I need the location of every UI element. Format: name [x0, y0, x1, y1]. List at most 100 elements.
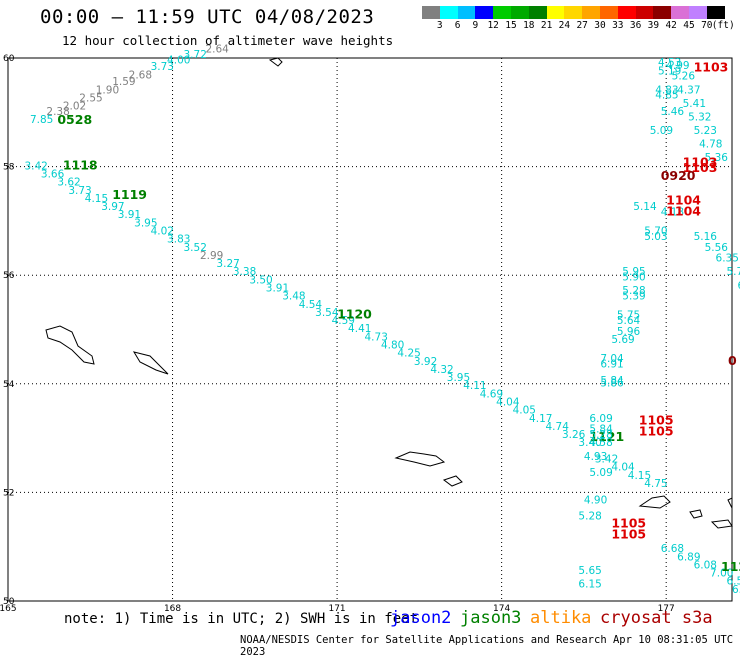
- swh-value: 3.52: [184, 242, 207, 254]
- scale-label: 27: [576, 20, 588, 31]
- scale-swatch: [546, 6, 565, 19]
- track-time-label: 1105: [611, 516, 646, 531]
- swh-value: 7.04: [600, 353, 624, 365]
- track-time-label: 1103: [694, 60, 729, 75]
- swh-value: 3.54: [315, 307, 339, 319]
- swh-value: 4.15: [628, 470, 651, 482]
- swh-value: 4.69: [480, 388, 503, 400]
- swh-value: 5.70: [727, 266, 740, 278]
- lon-tick-label: 177: [658, 604, 675, 614]
- swh-value: 6.33: [732, 584, 740, 596]
- scale-swatch: [706, 6, 725, 19]
- lon-tick-label: 171: [328, 604, 345, 614]
- swh-value: 5.03: [644, 231, 667, 243]
- swh-value: 4.11: [463, 380, 486, 392]
- scale-swatch: [671, 6, 689, 19]
- legend-jason3: jason3: [460, 608, 522, 628]
- swh-value: 5.39: [622, 291, 645, 303]
- page-title: 00:00 – 11:59 UTC 04/08/2023: [40, 6, 375, 28]
- map-frame: [7, 57, 733, 602]
- swh-value: 3.92: [414, 356, 437, 368]
- coastline: [45, 325, 95, 365]
- swh-value: 4.18: [661, 206, 684, 218]
- track-time-label: 1104: [666, 203, 701, 218]
- swh-value: 3.42: [24, 160, 47, 172]
- swh-value: 4.78: [699, 139, 722, 151]
- swh-value: 2.64: [205, 44, 229, 56]
- swh-value: 3.72: [184, 49, 207, 61]
- swh-value: 5.64: [617, 315, 641, 327]
- coastline: [394, 451, 446, 467]
- swh-value: 6.09: [589, 413, 612, 425]
- swh-value: 4.02: [151, 225, 174, 237]
- swh-value: 5.86: [600, 378, 624, 390]
- swh-value: 5.41: [683, 98, 706, 110]
- swh-value: 6.55: [727, 576, 740, 588]
- swh-value: 5.84: [589, 424, 613, 436]
- track-time-label: 0920: [661, 168, 696, 183]
- swh-value: 4.04: [496, 397, 520, 409]
- swh-value: 7.00: [710, 568, 733, 580]
- swh-value: 6.89: [677, 551, 700, 563]
- swh-value: 3.50: [249, 274, 272, 286]
- scale-label: 45: [683, 20, 695, 31]
- swh-value: 3.38: [233, 266, 256, 278]
- swh-value: 5.28: [622, 285, 645, 297]
- scale-label: 36: [629, 20, 642, 31]
- swh-value: 4.37: [677, 84, 700, 96]
- swh-value: 5.32: [688, 111, 711, 123]
- lat-tick-label: 56: [3, 271, 15, 281]
- swh-value: 5.19: [658, 65, 681, 77]
- lon-tick-label: 165: [0, 604, 17, 614]
- swh-value: 3.97: [101, 201, 124, 213]
- scale-swatch: [475, 6, 494, 19]
- swh-value: 3.73: [151, 61, 174, 73]
- coastline: [689, 509, 703, 519]
- swh-value: 5.23: [694, 125, 717, 137]
- track-time-label: 0: [728, 353, 737, 368]
- track-time-label: 1120: [337, 307, 372, 322]
- swh-value: 3.42: [595, 454, 618, 466]
- coastline: [132, 351, 169, 375]
- scale-swatch: [689, 6, 707, 19]
- swh-value: 5.69: [611, 334, 634, 346]
- swh-value: 4.99: [666, 60, 689, 72]
- swh-value: 1.59: [112, 76, 135, 88]
- scale-swatch: [511, 6, 529, 19]
- footer-note: note: 1) Time is in UTC; 2) SWH is in fe…: [64, 611, 419, 627]
- swh-value: 4.85: [655, 90, 678, 102]
- swh-value: 4.41: [348, 323, 371, 335]
- swh-value: 4.05: [513, 405, 536, 417]
- swh-value: 5.95: [622, 266, 645, 278]
- lat-tick-label: 52: [3, 488, 14, 498]
- swh-value: 5.26: [672, 71, 696, 83]
- swh-value: 4.93: [584, 451, 607, 463]
- swh-value: 4.59: [332, 315, 355, 327]
- swh-value: 5.84: [600, 375, 624, 387]
- track-time-label: 1121: [589, 429, 624, 444]
- swh-value: 3.95: [134, 217, 157, 229]
- swh-value: 3.73: [68, 185, 91, 197]
- lat-tick-label: 60: [3, 54, 15, 64]
- lat-tick-label: 54: [3, 380, 15, 390]
- coastline: [710, 519, 733, 529]
- swh-value: 4.83: [655, 84, 678, 96]
- swh-value: 5.70: [644, 225, 667, 237]
- track-time-label: 1122: [721, 559, 740, 574]
- track-time-label: 1103: [683, 155, 718, 170]
- scale-label: 15: [505, 20, 517, 31]
- swh-value: 3.95: [447, 372, 470, 384]
- swh-value: 6.08: [694, 559, 717, 571]
- scale-swatch: [528, 6, 547, 19]
- swh-value: 2.68: [129, 70, 152, 82]
- coastline: [638, 495, 671, 509]
- track-time-label: 0528: [57, 112, 92, 127]
- coastline: [727, 497, 733, 509]
- swh-value: 3.48: [282, 291, 305, 303]
- swh-value: 6.35: [716, 253, 739, 265]
- scale-swatch: [617, 6, 636, 19]
- swh-value: 3.40: [578, 437, 601, 449]
- lat-tick-label: 50: [3, 597, 15, 607]
- swh-value: 4.74: [546, 421, 570, 433]
- credit-line: NOAA/NESDIS Center for Satellite Applica…: [240, 634, 734, 658]
